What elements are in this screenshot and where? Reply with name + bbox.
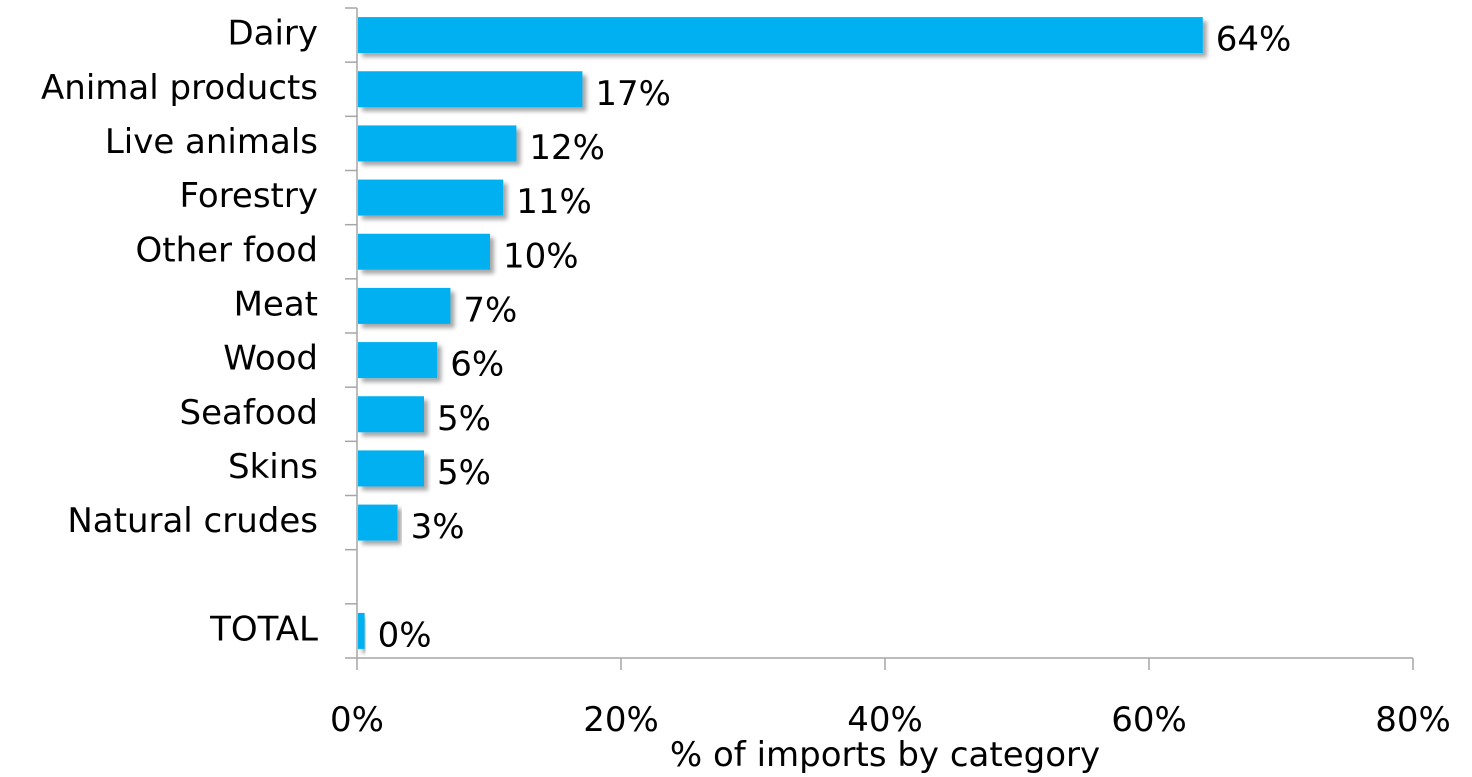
category-label: Live animals [105, 122, 318, 162]
value-label: 64% [1216, 20, 1292, 60]
value-labels: 64% 17% 12% 11% 10% 7% 6% 5% 5% 3% 0% [378, 20, 1292, 656]
x-tick-label: 0% [330, 700, 384, 740]
category-label: Skins [228, 447, 318, 487]
value-label: 3% [411, 507, 465, 547]
bar [358, 179, 504, 216]
bar [358, 396, 424, 433]
bar [358, 71, 583, 108]
category-label: Forestry [180, 176, 318, 216]
value-label: 5% [437, 453, 491, 493]
bar [358, 287, 451, 324]
bar [358, 612, 365, 649]
value-label: 11% [516, 182, 592, 222]
x-tick-label: 60% [1111, 700, 1187, 740]
chart-bars [358, 17, 1203, 649]
bar [358, 125, 517, 162]
value-label: 0% [378, 615, 432, 655]
value-label: 6% [450, 345, 504, 385]
category-label: Animal products [41, 68, 318, 108]
x-axis-title: % of imports by category [670, 735, 1100, 775]
category-label: Meat [234, 284, 318, 324]
x-tick-label: 40% [847, 700, 923, 740]
bar [358, 450, 424, 487]
value-label: 7% [463, 290, 517, 330]
value-label: 17% [595, 74, 671, 114]
x-tick-label: 80% [1375, 700, 1451, 740]
bar [358, 342, 438, 379]
bar [358, 233, 490, 270]
category-label: Wood [223, 339, 318, 379]
bar [358, 504, 398, 541]
category-labels: Dairy Animal products Live animals Forestry… [41, 14, 318, 650]
x-tick-labels: 0% 20% 40% 60% 80% [330, 700, 1451, 740]
value-label: 5% [437, 399, 491, 439]
value-label: 10% [503, 236, 579, 276]
bar [358, 17, 1203, 54]
category-label: Natural crudes [67, 501, 318, 541]
category-label: TOTAL [209, 609, 318, 649]
category-label: Seafood [180, 393, 319, 433]
category-label: Dairy [227, 14, 318, 54]
category-label: Other food [135, 230, 318, 270]
chart-axes [345, 7, 1414, 670]
value-label: 12% [529, 128, 605, 168]
x-tick-label: 20% [583, 700, 659, 740]
